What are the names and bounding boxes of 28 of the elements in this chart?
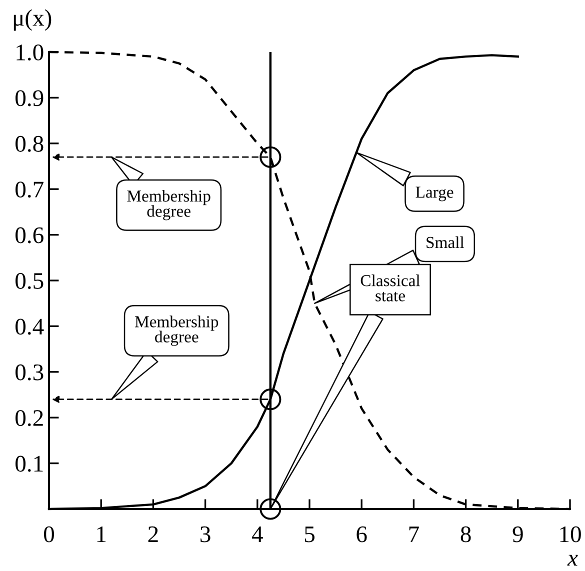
x-tick-label: 0 <box>44 526 54 542</box>
y-axis-title: μ(x) <box>14 9 52 31</box>
y-tick-label: 0.4 <box>16 318 44 335</box>
x-axis-title: x <box>567 554 578 566</box>
x-tick-label: 7 <box>409 526 419 542</box>
x-tick-label: 6 <box>356 526 367 542</box>
annotation: Classical state <box>360 274 420 302</box>
y-tick-label: 0.6 <box>16 227 44 244</box>
y-tick-label: 0.5 <box>16 272 44 290</box>
x-tick-label: 5 <box>304 526 314 542</box>
x-tick-label: 8 <box>460 526 471 542</box>
annotation: Membership degree <box>135 316 218 346</box>
annotation: Small <box>426 236 464 248</box>
y-tick-label: 0.3 <box>16 364 44 380</box>
x-tick-label: 1 <box>97 526 106 542</box>
y-tick-label: 1.0 <box>16 44 44 61</box>
y-tick-label: 0.1 <box>16 456 43 472</box>
y-tick-label: 0.2 <box>16 410 43 426</box>
annotation: Large <box>416 186 454 202</box>
y-tick-label: 0.7 <box>16 182 44 198</box>
x-tick-label: 9 <box>512 526 523 542</box>
y-tick-label: 0.8 <box>16 136 44 152</box>
y-tick-label: 0.9 <box>16 90 44 106</box>
annotation: Membership degree <box>127 190 210 220</box>
x-tick-label: 2 <box>148 526 158 542</box>
x-tick-label: 10 <box>560 526 581 542</box>
x-tick-label: 4 <box>252 526 263 542</box>
x-tick-label: 3 <box>200 526 210 542</box>
